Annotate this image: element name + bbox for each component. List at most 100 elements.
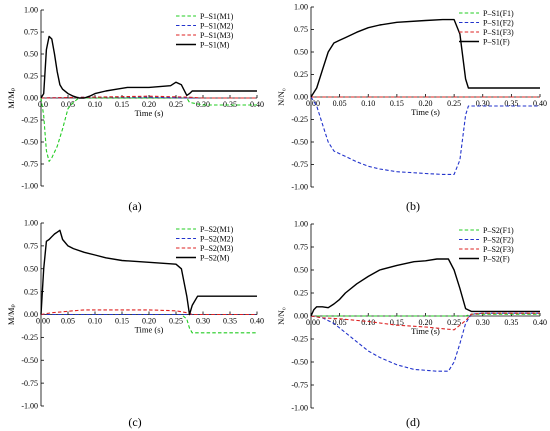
y-tick-label: 1.00: [294, 220, 308, 229]
y-tick-label: 0.50: [24, 264, 38, 273]
y-tick-label: 0.25: [24, 72, 38, 81]
x-axis-title: Time (s): [411, 107, 440, 117]
legend-label: P–S1(F): [483, 38, 510, 47]
x-tick-label: 0.00: [306, 99, 320, 108]
x-tick-label: 0.10: [361, 99, 375, 108]
y-tick-label: -0.75: [291, 381, 308, 390]
x-tick-label: 0.25: [169, 317, 183, 326]
legend-label: P–S1(M1): [200, 12, 234, 21]
y-tick-label: 0.75: [294, 25, 308, 34]
x-tick-label: 0.20: [142, 100, 156, 109]
x-tick-label: 0.15: [115, 317, 129, 326]
y-tick-label: 0.50: [294, 266, 308, 275]
legend-label: P–S1(M3): [200, 31, 234, 40]
y-tick-label: 0.25: [294, 289, 308, 298]
panel-label: (b): [406, 199, 420, 213]
x-tick-label: 0.25: [447, 318, 461, 327]
y-tick-label: -0.75: [21, 160, 38, 169]
x-tick-label: 0.10: [88, 100, 102, 109]
series-line: [40, 229, 257, 316]
x-tick-label: 0.05: [61, 317, 75, 326]
x-tick-label: 0.30: [196, 317, 210, 326]
legend-label: P–S2(F3): [483, 245, 514, 254]
y-tick-label: -0.25: [291, 335, 308, 344]
y-axis-title: N/N₀: [276, 88, 286, 106]
y-tick-label: 0.75: [24, 242, 38, 251]
x-tick-label: 0.30: [476, 318, 490, 327]
y-tick-label: -0.25: [291, 115, 308, 124]
y-tick-label: 0.25: [294, 70, 308, 79]
y-tick-label: -0.25: [21, 333, 38, 342]
x-tick-label: 0.15: [390, 318, 404, 327]
legend-label: P–S2(F1): [483, 226, 514, 235]
series-line: [310, 18, 540, 98]
panel-label: (a): [128, 199, 141, 213]
x-tick-label: 0.40: [533, 318, 547, 327]
legend-label: P–S1(M): [200, 41, 230, 50]
y-tick-label: -1.00: [21, 182, 38, 191]
series-line: [310, 258, 540, 317]
y-tick-label: -0.50: [291, 358, 308, 367]
legend-label: P–S1(M2): [200, 22, 234, 31]
legend-label: P–S1(F2): [483, 19, 514, 28]
y-tick-label: 0.25: [24, 287, 38, 296]
x-tick-label: 0.10: [88, 317, 102, 326]
x-tick-label: 0.15: [390, 99, 404, 108]
x-tick-label: 0.0: [38, 100, 48, 109]
legend-label: P–S2(M): [200, 254, 230, 263]
series-line: [40, 35, 257, 99]
x-tick-label: 0.15: [115, 100, 129, 109]
y-tick-label: 0.50: [24, 50, 38, 59]
y-axis-title: M/Mₚ: [6, 87, 16, 108]
series-line: [310, 312, 540, 372]
x-tick-label: 0.25: [447, 99, 461, 108]
series-line: [310, 312, 540, 331]
legend-label: P–S1(F1): [483, 9, 514, 18]
x-axis-title: Time (s): [411, 326, 440, 336]
x-tick-label: 0.20: [419, 99, 433, 108]
legend-label: P–S1(F3): [483, 28, 514, 37]
x-tick-label: 0.05: [61, 100, 75, 109]
x-tick-label: 0.00: [36, 317, 50, 326]
y-tick-label: 0.00: [24, 310, 38, 319]
x-axis-title: Time (s): [135, 325, 164, 335]
x-tick-label: 0.35: [223, 317, 237, 326]
legend-label: P–S2(F2): [483, 236, 514, 245]
series-line: [40, 95, 257, 99]
x-tick-label: 0.40: [250, 317, 264, 326]
x-tick-label: 0.05: [333, 318, 347, 327]
legend-label: P–S2(M2): [200, 235, 234, 244]
x-tick-label: 0.10: [361, 318, 375, 327]
x-tick-label: 0.20: [419, 318, 433, 327]
y-tick-label: 1.00: [294, 3, 308, 12]
x-tick-label: 0.20: [142, 317, 156, 326]
y-tick-label: 0.75: [294, 243, 308, 252]
y-tick-label: 0.00: [24, 94, 38, 103]
legend-label: P–S2(F): [483, 255, 510, 264]
series-line: [40, 97, 257, 162]
y-axis-title: M/Mₚ: [6, 304, 16, 325]
y-tick-label: 0.50: [294, 48, 308, 57]
y-tick-label: 0.00: [294, 312, 308, 321]
y-tick-label: 1.00: [24, 219, 38, 228]
y-tick-label: -0.50: [291, 138, 308, 147]
y-tick-label: 0.75: [24, 28, 38, 37]
x-tick-label: 0.25: [169, 100, 183, 109]
y-tick-label: -1.00: [21, 402, 38, 411]
y-tick-label: -0.50: [21, 138, 38, 147]
x-tick-label: 0.30: [476, 99, 490, 108]
legend-label: P–S2(M1): [200, 225, 234, 234]
panel-label: (d): [406, 415, 420, 429]
x-tick-label: 0.40: [533, 99, 547, 108]
y-tick-label: -1.00: [291, 404, 308, 413]
y-tick-label: -0.50: [21, 356, 38, 365]
series-line: [311, 313, 540, 317]
y-tick-label: 0.00: [294, 93, 308, 102]
y-axis-title: N/N₀: [276, 307, 286, 325]
x-tick-label: 0.35: [504, 318, 518, 327]
x-tick-label: 0.35: [504, 99, 518, 108]
y-tick-label: -0.75: [291, 160, 308, 169]
y-tick-label: -0.25: [21, 116, 38, 125]
y-tick-label: 1.00: [24, 6, 38, 15]
